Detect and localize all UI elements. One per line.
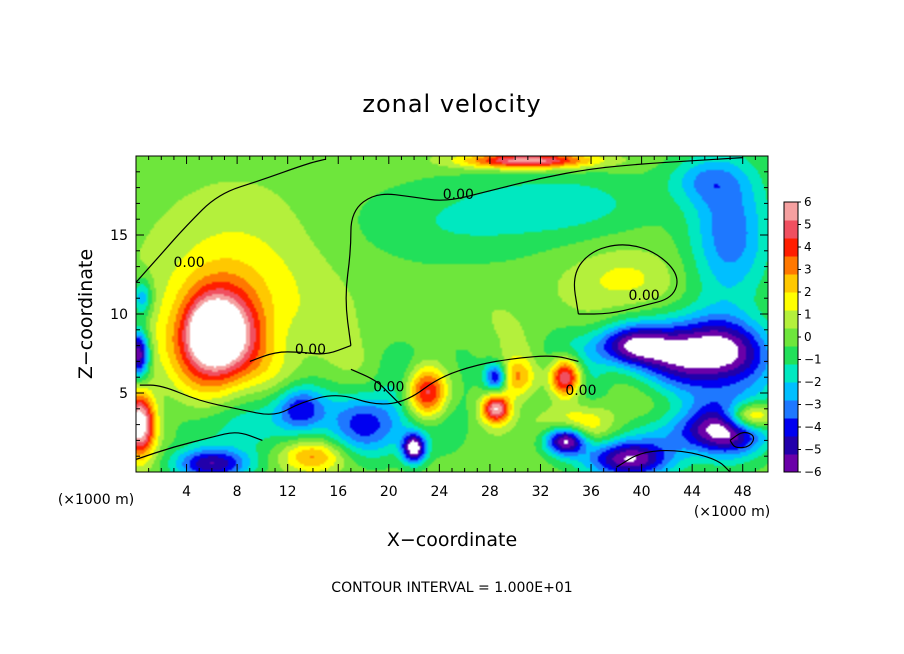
colorbar-tick-label: −4 (804, 420, 822, 434)
x-tick-label: 8 (233, 484, 242, 500)
contour-line-8 (136, 432, 263, 460)
colorbar-tick-label: 6 (804, 195, 812, 209)
colorbar-tick-label: 2 (804, 285, 812, 299)
x-tick-label: 36 (582, 484, 600, 500)
colorbar-tick-label: −6 (804, 465, 822, 479)
colorbar-segment (784, 256, 798, 275)
colorbar-segment (784, 220, 798, 239)
y-axis-unit: (×1000 m) (58, 492, 134, 508)
x-tick-label: 44 (683, 484, 701, 500)
x-axis-unit: (×1000 m) (694, 504, 770, 520)
y-tick-label: 10 (110, 307, 128, 323)
contour-labels: 0.00 0.00 0.00 0.00 0.00 0.00 (174, 187, 660, 399)
colorbar-tick-label: −2 (804, 375, 822, 389)
x-tick-label: 16 (329, 484, 347, 500)
velocity-field-image (136, 156, 768, 472)
contour-line-3 (345, 157, 743, 346)
contour-line-4 (573, 244, 678, 315)
colorbar-segment (784, 436, 798, 455)
colorbar-tick-label: 0 (804, 330, 812, 344)
colorbar-tick-label: 3 (804, 263, 812, 277)
contour-label-2: 0.00 (443, 187, 474, 203)
contour-label-3: 0.00 (295, 342, 326, 358)
x-tick-label: 20 (380, 484, 398, 500)
contour-line-7 (615, 449, 731, 472)
colorbar-tick-label: 4 (804, 240, 812, 254)
x-tick-label: 32 (532, 484, 550, 500)
chart-title: zonal velocity (362, 90, 541, 118)
colorbar-segment (784, 364, 798, 383)
x-tick-label: 40 (633, 484, 651, 500)
colorbar-tick-label: −3 (804, 398, 822, 412)
x-tick-label: 48 (734, 484, 752, 500)
colorbar-tick-label: −5 (804, 443, 822, 457)
contour-interval-note: CONTOUR INTERVAL = 1.000E+01 (331, 580, 572, 596)
y-tick-label: 5 (119, 386, 128, 402)
x-tick-label: 24 (430, 484, 448, 500)
x-tick-label: 4 (182, 484, 191, 500)
y-axis-ticks: 5 10 15 (110, 171, 768, 457)
y-axis-label: Z−coordinate (75, 249, 97, 379)
contour-label-5: 0.00 (629, 288, 660, 304)
colorbar-segment (784, 346, 798, 365)
colorbar-segment (784, 202, 798, 221)
colorbar-tick-label: 1 (804, 308, 812, 322)
contour-line-9 (729, 431, 755, 449)
velocity-field (136, 156, 768, 472)
colorbar-segment (784, 274, 798, 293)
colorbar-segment (784, 400, 798, 419)
colorbar-segment (784, 310, 798, 329)
colorbar-segment (784, 238, 798, 257)
x-axis-label: X−coordinate (387, 529, 517, 551)
colorbar-tick-label: 5 (804, 218, 812, 232)
x-axis-ticks: 4 8 12 16 20 24 28 32 36 40 44 48 (148, 156, 756, 500)
contour-line-1 (139, 355, 579, 415)
colorbar-segment (784, 292, 798, 311)
colorbar-segment (784, 454, 798, 473)
colorbar-tick-labels: 6 5 4 3 2 1 0 −1 −2 −3 −4 −5 −6 (798, 195, 822, 479)
contour-line-6 (350, 368, 402, 407)
contour-lines (136, 157, 755, 472)
colorbar-tick-label: −1 (804, 353, 822, 367)
contour-label-6: 0.00 (565, 383, 596, 399)
colorbar-segment (784, 418, 798, 437)
colorbar (783, 201, 799, 473)
contour-label-4: 0.00 (373, 380, 404, 396)
colorbar-segment (784, 328, 798, 347)
colorbar-segment (784, 382, 798, 401)
contour-line-2 (136, 158, 326, 283)
contour-label-1: 0.00 (174, 255, 205, 271)
contour-line-5 (249, 345, 352, 362)
x-tick-label: 12 (279, 484, 297, 500)
x-tick-label: 28 (481, 484, 499, 500)
y-tick-label: 15 (110, 228, 128, 244)
